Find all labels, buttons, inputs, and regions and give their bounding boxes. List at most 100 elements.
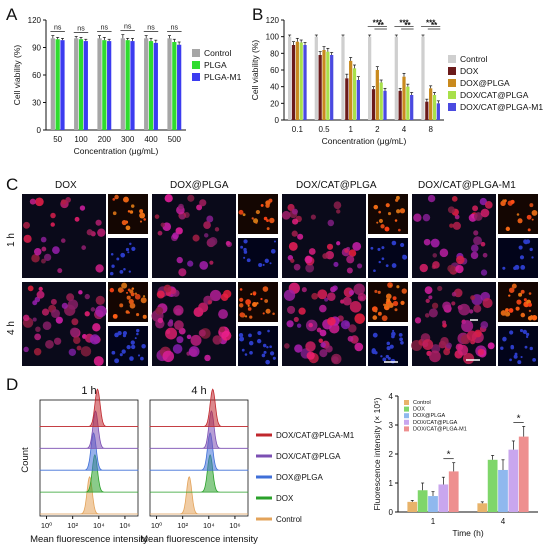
cell xyxy=(473,230,479,236)
cell xyxy=(243,239,248,244)
bar xyxy=(425,101,429,120)
cell xyxy=(386,346,391,351)
micro-col-label-1: DOX xyxy=(55,180,77,191)
bar xyxy=(102,40,107,130)
cell xyxy=(387,212,392,216)
cell xyxy=(320,342,326,348)
bar xyxy=(398,90,402,120)
y-tick-label: 30 xyxy=(32,99,41,108)
flow-histogram xyxy=(39,432,139,471)
cell xyxy=(257,330,262,336)
x-axis-label: Mean fluorescence intensity xyxy=(140,534,258,545)
legend-swatch xyxy=(404,426,409,432)
cell xyxy=(167,321,174,327)
cell xyxy=(395,198,399,202)
x-tick-label: 4 xyxy=(402,125,407,134)
cell xyxy=(241,348,245,352)
cell xyxy=(208,237,218,246)
bar xyxy=(303,45,307,120)
cell xyxy=(525,332,530,337)
cell xyxy=(508,308,514,313)
cell xyxy=(318,338,323,343)
legend-label: DOX xyxy=(413,407,425,413)
cell xyxy=(449,223,454,228)
cell xyxy=(33,348,42,356)
cell xyxy=(248,333,252,338)
cell xyxy=(90,307,96,312)
y-tick-label: 40 xyxy=(270,83,279,92)
cell xyxy=(513,266,517,271)
micrograph-blue xyxy=(498,326,538,366)
cell xyxy=(354,342,364,352)
cell xyxy=(508,287,515,293)
cell xyxy=(386,341,391,346)
legend-label: DOX/CAT@PLGA xyxy=(413,420,458,426)
cell xyxy=(440,337,449,346)
cell xyxy=(178,268,187,277)
significance-label: ** xyxy=(431,21,438,30)
flow-histogram xyxy=(39,410,139,449)
significance-label: ** xyxy=(404,21,411,30)
flow-histograms: 1 h 10⁰ 10² 10⁴ 10⁶ Mean fluorescence intensi… xyxy=(20,385,355,545)
legend-label: DOX/CAT@PLGA-M1 xyxy=(413,426,467,432)
cell xyxy=(287,305,296,314)
significance-label: *** xyxy=(373,19,383,28)
cell xyxy=(176,256,183,264)
bar xyxy=(295,41,299,120)
cell xyxy=(373,269,376,273)
cell xyxy=(240,245,244,249)
cell xyxy=(34,333,42,341)
cell xyxy=(513,354,518,359)
cell xyxy=(41,246,47,252)
y-tick-label: 120 xyxy=(266,16,280,25)
cell xyxy=(260,297,263,301)
y-axis-label: Count xyxy=(20,447,31,473)
y-tick-label: 0 xyxy=(37,126,42,135)
cell xyxy=(220,293,229,301)
cell xyxy=(262,263,265,266)
cell xyxy=(422,339,434,351)
cell xyxy=(327,219,335,227)
cell xyxy=(466,330,478,341)
cell xyxy=(71,318,79,326)
cell xyxy=(517,218,523,224)
chart-a: 0 30 60 90 120 50 100 200 300 400 500 Concentration… xyxy=(12,16,242,156)
bar xyxy=(438,484,449,512)
cell xyxy=(454,214,460,220)
legend-swatch xyxy=(448,79,456,87)
micro-col-label-3: DOX/CAT@PLGA xyxy=(296,180,377,191)
micro-col-label-4: DOX/CAT@PLGA-M1 xyxy=(418,180,516,191)
cell xyxy=(425,298,430,303)
x-tick-label: 0.5 xyxy=(318,125,330,134)
bar xyxy=(74,38,79,131)
significance-label: * xyxy=(517,413,521,424)
cell xyxy=(348,249,357,257)
cell xyxy=(29,198,36,205)
panel-label-a: A xyxy=(6,5,18,24)
legend-label: DOX/CAT@PLGA-M1 xyxy=(460,102,543,112)
micro-col-label-2: DOX@PLGA xyxy=(170,180,229,191)
significance-label: ns xyxy=(77,26,85,33)
cell xyxy=(121,349,126,354)
cell xyxy=(357,263,363,269)
cell xyxy=(38,286,43,292)
significance-label: ns xyxy=(171,25,179,32)
cell xyxy=(154,214,160,219)
cell xyxy=(199,261,209,270)
cell xyxy=(452,221,461,230)
cell xyxy=(269,345,272,349)
cell xyxy=(529,346,533,351)
cell xyxy=(142,295,146,298)
bar xyxy=(107,41,112,131)
cell xyxy=(73,336,81,344)
bar xyxy=(341,36,345,120)
y-tick-label: 60 xyxy=(32,71,41,80)
cell xyxy=(400,242,405,248)
cell xyxy=(79,205,86,211)
cell xyxy=(41,258,46,264)
cell xyxy=(531,210,538,216)
x-tick-label: 300 xyxy=(121,135,135,144)
cell xyxy=(308,322,313,328)
cell xyxy=(402,254,408,260)
cell xyxy=(528,292,532,295)
